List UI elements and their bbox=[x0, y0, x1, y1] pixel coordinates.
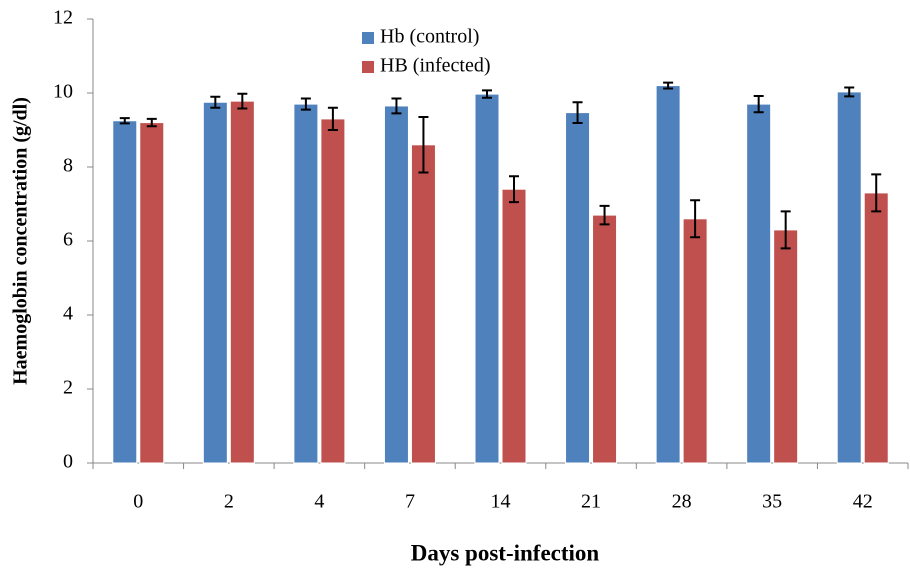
error-bar bbox=[599, 204, 610, 226]
error-bar bbox=[482, 89, 492, 99]
bar bbox=[592, 214, 618, 464]
error-bar bbox=[572, 101, 583, 124]
error-bar bbox=[237, 92, 248, 110]
error-bar bbox=[327, 106, 338, 131]
bar bbox=[202, 101, 228, 464]
error-bar bbox=[663, 81, 674, 90]
legend-swatch bbox=[362, 61, 374, 73]
y-tick-label: 10 bbox=[53, 81, 73, 103]
error-bar bbox=[509, 175, 519, 204]
bar bbox=[293, 103, 319, 464]
bar bbox=[383, 105, 409, 464]
x-tick-label: 21 bbox=[581, 491, 601, 513]
bar bbox=[773, 229, 799, 464]
bar bbox=[565, 112, 591, 464]
y-axis-title: Haemoglobin concentration (g/dl) bbox=[10, 97, 32, 385]
legend-label: Hb (control) bbox=[380, 26, 479, 48]
error-bar bbox=[300, 97, 311, 111]
x-tick-label: 7 bbox=[405, 491, 415, 513]
x-tick-label: 4 bbox=[314, 491, 324, 513]
error-bar bbox=[391, 97, 402, 115]
bar bbox=[682, 218, 708, 464]
error-bar bbox=[871, 173, 882, 213]
error-bar bbox=[753, 94, 764, 114]
bar bbox=[410, 144, 436, 464]
error-bar bbox=[690, 199, 701, 239]
bar bbox=[139, 122, 165, 464]
bar bbox=[863, 192, 889, 464]
bar bbox=[746, 103, 772, 464]
x-tick-label: 35 bbox=[762, 491, 782, 513]
y-tick-label: 8 bbox=[63, 155, 73, 177]
bar bbox=[112, 120, 138, 464]
error-bar bbox=[844, 86, 855, 98]
x-tick-label: 28 bbox=[672, 491, 692, 513]
legend-label: HB (infected) bbox=[380, 55, 491, 77]
error-bar bbox=[210, 95, 221, 109]
legend-swatch bbox=[362, 32, 374, 44]
error-bar bbox=[146, 117, 157, 128]
bar bbox=[655, 85, 681, 464]
y-tick-label: 4 bbox=[63, 303, 73, 325]
bar bbox=[836, 91, 862, 464]
x-tick-label: 14 bbox=[491, 491, 511, 513]
error-bar bbox=[780, 210, 791, 250]
bar bbox=[474, 93, 500, 464]
error-bar bbox=[119, 117, 130, 125]
y-tick-label: 0 bbox=[63, 451, 73, 473]
x-tick-label: 0 bbox=[133, 491, 143, 513]
y-tick-label: 12 bbox=[53, 7, 73, 29]
bar bbox=[229, 100, 255, 464]
x-axis-title: Days post-infection bbox=[411, 540, 600, 565]
bar bbox=[320, 118, 346, 464]
bar bbox=[501, 188, 527, 464]
error-bar bbox=[418, 116, 429, 174]
y-tick-label: 6 bbox=[63, 229, 73, 251]
x-tick-label: 2 bbox=[224, 491, 234, 513]
x-tick-label: 42 bbox=[853, 491, 873, 513]
y-tick-label: 2 bbox=[63, 377, 73, 399]
